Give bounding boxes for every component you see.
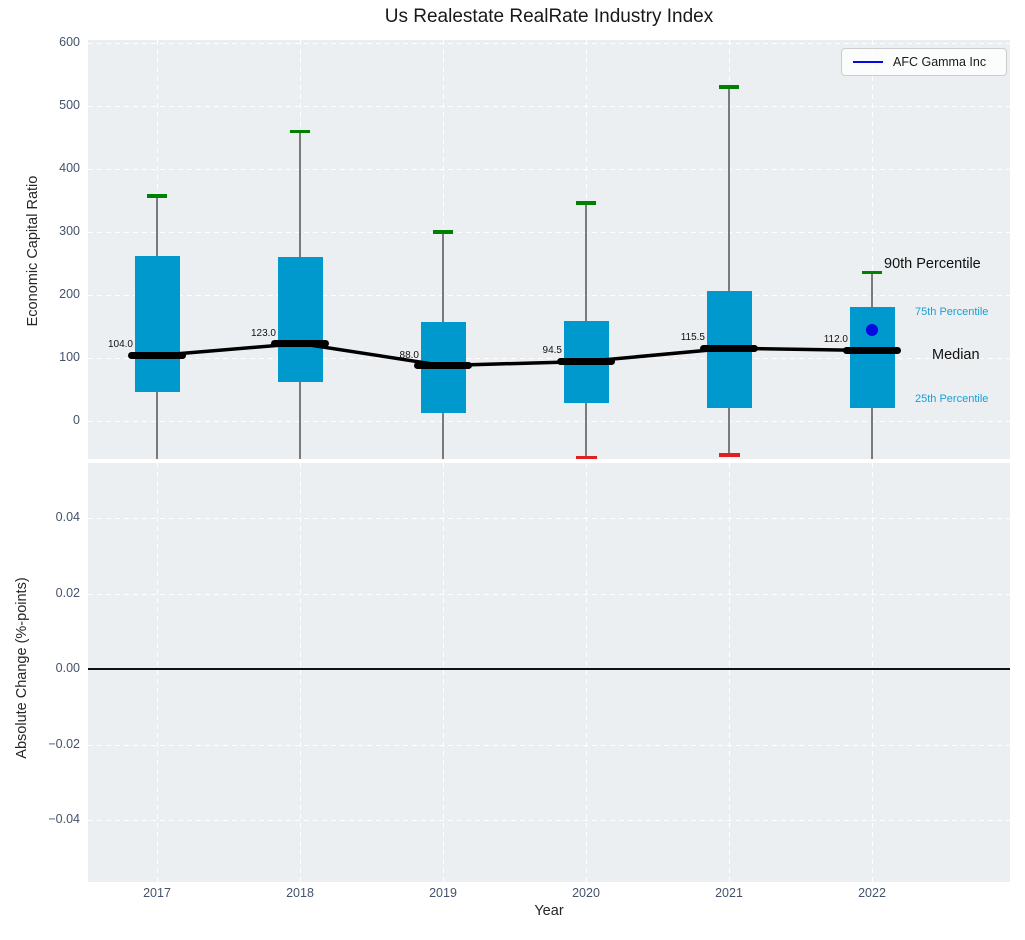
ytick-bottom-−0.04: −0.04: [48, 812, 80, 826]
median-label-2022: 112.0: [823, 334, 848, 346]
legend-line-swatch: [853, 60, 883, 64]
xtick-2020: 2020: [572, 886, 600, 900]
gridline-v: [443, 463, 444, 882]
median-label-2019: 88.0: [399, 349, 419, 361]
p90-cap-2019: [433, 230, 453, 234]
p90-cap-2020: [576, 201, 596, 205]
xtick-2022: 2022: [858, 886, 886, 900]
median-marker-2017: [128, 351, 186, 359]
gridline-h: [88, 295, 1010, 296]
xtick-2018: 2018: [286, 886, 314, 900]
legend: AFC Gamma Inc: [841, 48, 1007, 76]
ytick-bottom-0.02: 0.02: [55, 585, 80, 600]
gridline-h: [88, 358, 1010, 359]
gridline-h: [88, 106, 1010, 107]
ytick-top-400: 400: [59, 161, 80, 175]
gridline-v: [872, 463, 873, 882]
median-marker-2020: [557, 357, 615, 365]
whisker-2021: [728, 87, 730, 455]
box-2018: [277, 257, 323, 382]
p10-cap-2020: [575, 455, 597, 460]
xtick-2017: 2017: [143, 886, 171, 900]
ytick-bottom-0.00: 0.00: [55, 661, 80, 675]
gridline-v: [872, 40, 873, 459]
median-marker-2022: [843, 346, 901, 354]
ytick-top-200: 200: [59, 287, 80, 301]
gridline-h: [88, 232, 1010, 233]
afc-gamma-point: [866, 323, 878, 336]
median-marker-2021: [700, 344, 758, 352]
gridline-v: [300, 463, 301, 882]
zero-change-line: [88, 668, 1010, 670]
ytick-top-100: 100: [59, 350, 80, 364]
top-y-axis-label: Economic Capital Ratio: [25, 175, 41, 327]
median-label-2020: 94.5: [542, 345, 562, 357]
median-trend-line: [155, 341, 874, 368]
ytick-top-300: 300: [59, 224, 80, 238]
bottom-panel: [88, 463, 1010, 882]
annotation-75th-percentile: 75th Percentile: [915, 306, 989, 318]
annotation-25th-percentile: 25th Percentile: [915, 393, 989, 405]
xtick-2019: 2019: [429, 886, 457, 900]
p10-cap-2021: [718, 453, 740, 457]
x-axis-label: Year: [534, 903, 564, 919]
median-label-2017: 104.0: [107, 339, 133, 351]
median-label-2018: 123.0: [250, 327, 276, 339]
p90-cap-2022: [862, 270, 882, 275]
p90-cap-2018: [290, 129, 310, 133]
ytick-bottom-0.04: 0.04: [55, 510, 80, 524]
gridline-h: [88, 744, 1010, 746]
annotation-median: Median: [932, 347, 980, 363]
chart-title: Us Realestate RealRate Industry Index: [384, 6, 714, 27]
ytick-top-500: 500: [59, 98, 80, 112]
p90-cap-2017: [147, 194, 167, 198]
gridline-h: [88, 421, 1010, 422]
top-panel: 104.0 123.0 88.0 94.5 115.5 112.0: [88, 40, 1010, 460]
gridline-h: [88, 518, 1010, 519]
legend-label: AFC Gamma Inc: [893, 55, 987, 69]
ytick-top-0: 0: [73, 413, 80, 427]
gridline-v: [586, 463, 587, 882]
p90-cap-2021: [719, 85, 739, 89]
ytick-top-600: 600: [59, 35, 80, 49]
gridline-h: [88, 820, 1010, 821]
median-label-2021: 115.5: [680, 332, 705, 344]
gridline-v: [729, 463, 730, 882]
gridline-h: [88, 43, 1010, 44]
ytick-bottom-−0.02: −0.02: [48, 736, 80, 751]
median-marker-2019: [414, 362, 472, 370]
box-2017: [134, 255, 180, 393]
xtick-2021: 2021: [715, 886, 743, 900]
median-marker-2018: [271, 340, 329, 347]
gridline-h: [88, 169, 1010, 170]
gridline-v: [157, 463, 158, 882]
annotation-90th-percentile: 90th Percentile: [884, 256, 981, 272]
gridline-h: [88, 593, 1010, 595]
